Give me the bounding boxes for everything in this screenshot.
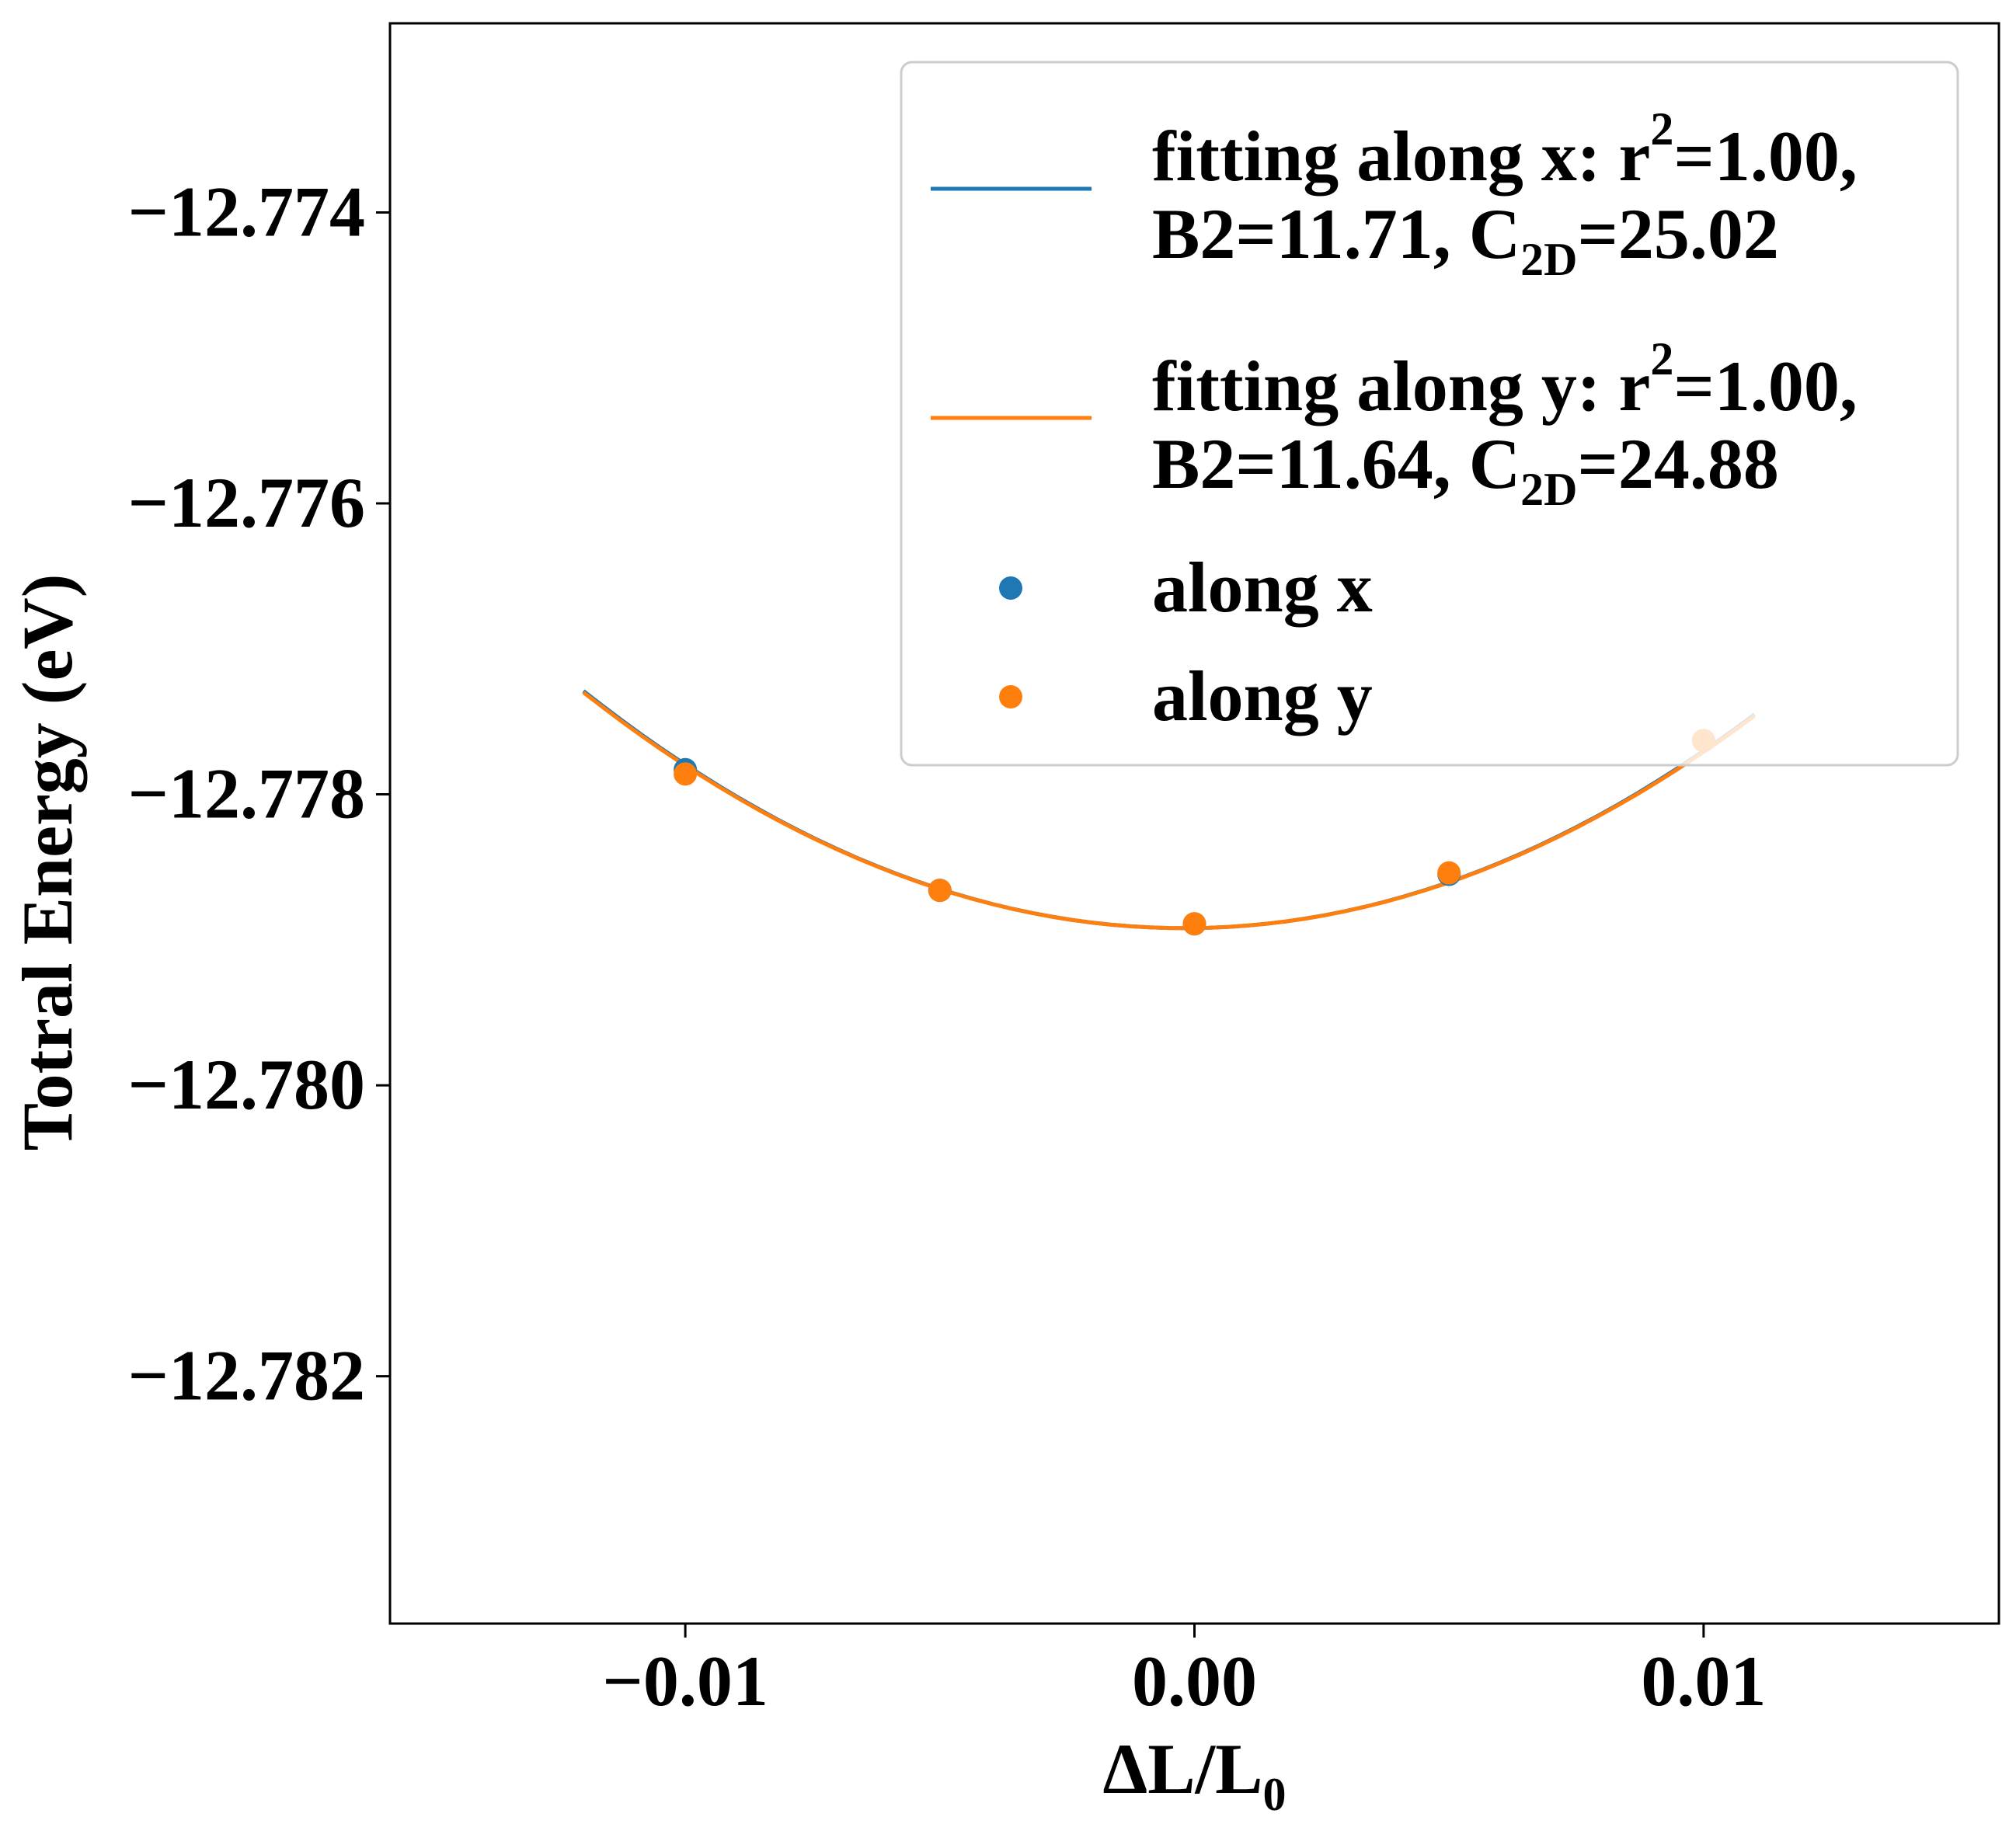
y-tick-label: −12.776 [128, 463, 365, 542]
legend-label-text: =1.00, [1673, 346, 1857, 426]
data-point [674, 762, 698, 786]
data-point [1182, 912, 1206, 936]
legend-series-label: along y [1152, 656, 1373, 736]
legend-label-superscript: 2 [1650, 333, 1673, 385]
y-tick-label: −12.778 [128, 754, 365, 834]
legend-marker-swatch [999, 576, 1022, 600]
legend-series-label: along x [1152, 548, 1373, 627]
x-axis-label-subscript: 0 [1262, 1769, 1286, 1820]
legend-label-text: fitting along x: r [1152, 117, 1650, 196]
data-point [1437, 861, 1461, 885]
y-tick-label: −12.782 [128, 1336, 365, 1415]
legend-label-text: B2=11.71, C [1152, 194, 1520, 273]
y-tick-label: −12.774 [128, 172, 365, 251]
fit-line [582, 691, 1756, 931]
x-axis-label: ΔL/L0 [1103, 1729, 1287, 1820]
y-axis-label: Totral Energy (eV) [8, 574, 87, 1151]
legend-label-text: fitting along y: r [1152, 346, 1650, 426]
y-axis-ticks: −12.774 −12.776 −12.778 −12.780 −12.782 [128, 172, 390, 1415]
y-tick-label: −12.780 [128, 1045, 365, 1124]
data-point [928, 879, 952, 903]
x-axis-label-main: ΔL/L [1103, 1729, 1263, 1808]
legend-label-line2: B2=11.71, C2D=25.02 [1152, 194, 1779, 285]
legend-marker-swatch [999, 685, 1022, 708]
legend-label-text: B2=11.64, C [1152, 424, 1520, 503]
legend-label-subscript: 2D [1520, 234, 1577, 285]
x-axis-ticks: −0.01 0.00 0.01 [602, 1624, 1766, 1721]
legend-label-text: =25.02 [1578, 194, 1779, 273]
legend-label-superscript: 2 [1650, 103, 1673, 155]
legend-label-text: =24.88 [1578, 424, 1779, 503]
x-tick-label: 0.01 [1641, 1641, 1766, 1721]
legend: fitting along x: r2=1.00,B2=11.71, C2D=2… [900, 61, 1959, 767]
legend-label-line2: B2=11.64, C2D=24.88 [1152, 424, 1779, 515]
legend-label-line1: fitting along x: r2=1.00, [1152, 103, 1858, 196]
x-tick-label: −0.01 [602, 1641, 768, 1721]
legend-box [900, 61, 1959, 767]
legend-label-text: =1.00, [1673, 117, 1857, 196]
legend-label-subscript: 2D [1520, 464, 1577, 515]
fit-lines [582, 689, 1756, 931]
legend-items: fitting along x: r2=1.00,B2=11.71, C2D=2… [931, 103, 1858, 736]
x-tick-label: 0.00 [1132, 1641, 1257, 1721]
legend-label-line1: fitting along y: r2=1.00, [1152, 333, 1858, 426]
